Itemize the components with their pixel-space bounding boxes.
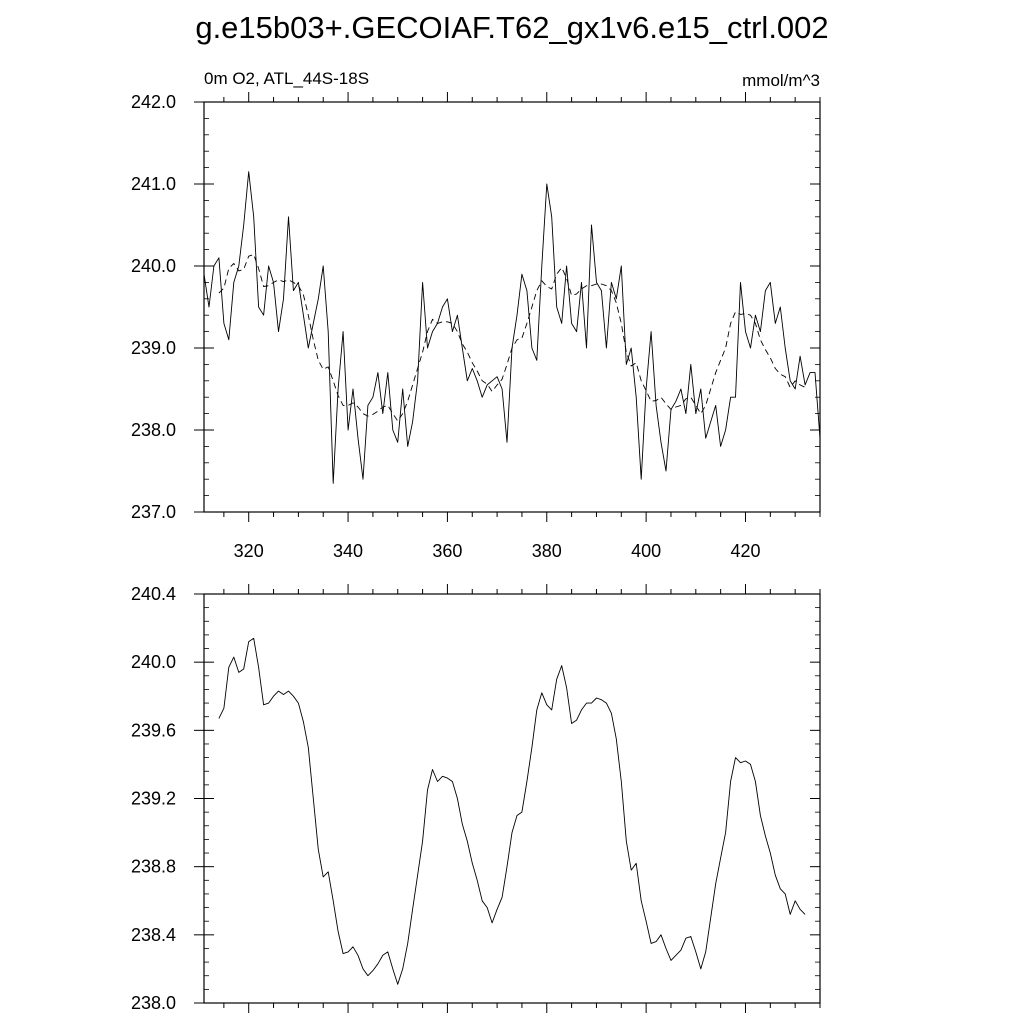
p1-x-tick-label: 380 [532,541,562,561]
p2-y-tick-label: 240.4 [131,584,176,604]
p2-y-tick-label: 238.4 [131,925,176,945]
chart-panel-bottom: 238.0 238.4 238.8 239.2 239.6 240.0 240.4 [131,584,821,1013]
chart-panel-top: 237.0 238.0 239.0 240.0 241.0 242.0 320 340 360 3… [131,92,821,561]
p1-x-tick-label: 400 [631,541,661,561]
panel1-subtitle-left: 0m O2, ATL_44S-18S [204,69,369,88]
p1-y-tick-label: 237.0 [131,502,176,522]
panel1-subtitle-right: mmol/m^3 [742,71,820,90]
p1-y-tick-label: 241.0 [131,174,176,194]
p1-x-tick-label: 320 [234,541,264,561]
p2-y-tick-label: 239.2 [131,789,176,809]
p1-x-tick-label: 420 [730,541,760,561]
p1-y-tick-label: 242.0 [131,92,176,112]
p2-y-tick-label: 238.8 [131,857,176,877]
p1-series-dashed-line [218,254,806,422]
p1-series-solid-line [203,171,821,484]
p1-x-tick-label: 340 [333,541,363,561]
p1-x-tick-label: 360 [432,541,462,561]
p2-y-tick-label: 240.0 [131,652,176,672]
p1-plot-frame [203,101,821,513]
p2-y-tick-label: 239.6 [131,720,176,740]
page-title: g.e15b03+.GECOIAF.T62_gx1v6.e15_ctrl.002 [195,10,828,45]
p1-y-tick-label: 238.0 [131,420,176,440]
p2-plot-frame [203,593,821,1004]
p1-y-tick-label: 240.0 [131,256,176,276]
p1-y-tick-label: 239.0 [131,338,176,358]
p2-series-solid-line [218,637,806,985]
p2-y-tick-label: 238.0 [131,993,176,1013]
